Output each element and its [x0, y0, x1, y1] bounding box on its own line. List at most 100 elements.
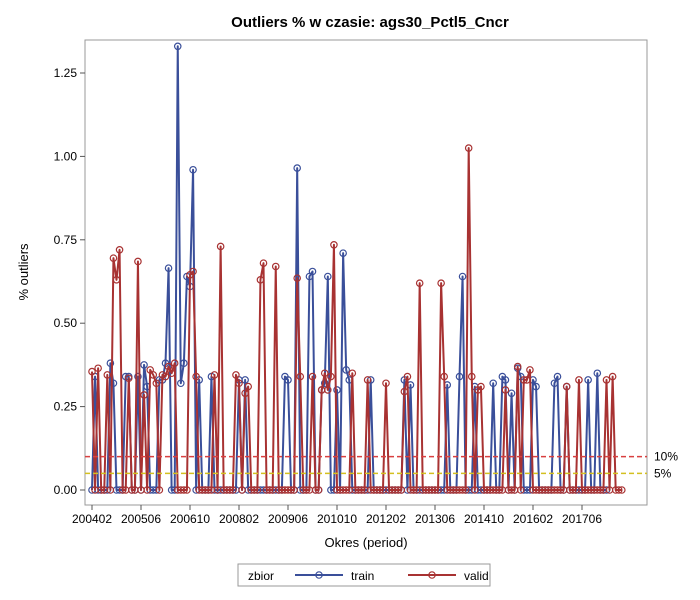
- data-point-valid: [128, 486, 136, 494]
- data-point-valid: [409, 486, 418, 494]
- x-axis: 200402 200506 200610 200802 200906 201010 2012…: [72, 505, 602, 526]
- data-point-valid: [342, 486, 350, 494]
- x-tick-label: 200906: [268, 512, 308, 526]
- data-point-valid: [88, 367, 96, 376]
- data-point-valid: [180, 486, 188, 494]
- y-axis-label: % outliers: [16, 243, 31, 301]
- data-point-valid: [241, 389, 249, 398]
- data-point-train: [164, 264, 173, 272]
- data-point-train: [293, 164, 301, 172]
- data-point-valid: [562, 382, 571, 391]
- chart-title: Outliers % w czasie: ags30_Pctl5_Cncr: [231, 14, 509, 31]
- data-point-valid: [183, 486, 191, 494]
- legend-label-train: train: [351, 569, 374, 583]
- series-valid: [88, 144, 626, 494]
- x-tick-label: 201602: [513, 512, 553, 526]
- data-point-valid: [244, 382, 252, 391]
- data-point-valid: [167, 369, 176, 378]
- data-point-train: [532, 382, 540, 391]
- legend-marker-valid: [428, 571, 436, 579]
- data-point-valid: [143, 486, 151, 494]
- x-tick-label: 201306: [415, 512, 455, 526]
- legend-marker-train: [315, 571, 323, 579]
- data-point-train: [342, 366, 350, 374]
- data-point-valid: [477, 382, 485, 391]
- x-tick-label: 200506: [121, 512, 161, 526]
- data-point-valid: [170, 359, 179, 368]
- data-point-valid: [330, 241, 338, 249]
- data-point-train: [134, 372, 142, 381]
- data-point-valid: [155, 486, 164, 494]
- data-point-train: [284, 376, 292, 384]
- data-point-valid: [216, 242, 225, 251]
- data-point-train: [109, 379, 118, 388]
- data-point-valid: [115, 246, 124, 254]
- data-point-valid: [293, 274, 301, 282]
- data-point-valid: [302, 486, 311, 494]
- data-point-train: [180, 359, 188, 368]
- reference-line-label: 10%: [654, 450, 678, 464]
- plot-area: [84, 39, 648, 506]
- x-tick-label: 201202: [366, 512, 406, 526]
- data-point-valid: [324, 386, 332, 394]
- data-point-valid: [271, 262, 280, 271]
- data-point-valid: [415, 279, 424, 287]
- data-point-train: [140, 361, 148, 369]
- data-point-valid: [516, 486, 525, 494]
- y-tick-label: 0.25: [54, 400, 78, 414]
- x-tick-label: 200610: [170, 512, 210, 526]
- data-point-valid: [431, 486, 439, 494]
- data-point-valid: [569, 486, 577, 494]
- data-point-valid: [507, 486, 516, 494]
- data-point-valid: [357, 486, 366, 494]
- data-point-valid: [602, 376, 611, 384]
- data-point-train: [501, 376, 510, 384]
- data-point-valid: [265, 486, 274, 494]
- data-point-valid: [164, 362, 173, 371]
- data-point-valid: [501, 386, 510, 394]
- data-point-train: [177, 379, 185, 388]
- data-point-valid: [134, 257, 142, 266]
- data-point-valid: [226, 486, 234, 494]
- x-tick-label: 200402: [72, 512, 112, 526]
- data-point-valid: [523, 376, 531, 384]
- data-point-valid: [109, 254, 118, 262]
- data-point-train: [324, 272, 332, 281]
- data-point-train: [550, 379, 559, 388]
- data-point-valid: [382, 379, 390, 388]
- data-point-valid: [575, 376, 583, 384]
- x-tick-label: 201010: [317, 512, 357, 526]
- data-point-valid: [471, 486, 479, 494]
- data-point-valid: [440, 372, 448, 381]
- data-point-valid: [467, 372, 476, 381]
- data-point-valid: [106, 486, 115, 494]
- data-point-train: [308, 267, 317, 276]
- data-point-valid: [513, 362, 522, 371]
- data-point-valid: [495, 486, 504, 494]
- data-point-train: [241, 376, 249, 384]
- data-point-train: [584, 376, 592, 384]
- legend-title: zbior: [248, 569, 274, 583]
- y-tick-label: 0.00: [54, 483, 78, 497]
- data-point-valid: [596, 486, 605, 494]
- data-point-train: [173, 42, 182, 51]
- data-point-valid: [259, 259, 268, 267]
- reference-line-label: 5%: [654, 466, 672, 480]
- data-point-valid: [556, 486, 565, 494]
- data-point-train: [507, 389, 516, 398]
- data-point-valid: [290, 486, 298, 494]
- data-point-valid: [614, 486, 623, 494]
- data-point-train: [593, 369, 602, 378]
- data-point-valid: [320, 369, 329, 378]
- data-point-valid: [400, 387, 409, 396]
- data-point-valid: [618, 486, 626, 494]
- x-tick-label: 200802: [219, 512, 259, 526]
- data-point-valid: [464, 144, 473, 152]
- data-point-train: [333, 386, 341, 394]
- data-point-valid: [403, 372, 412, 381]
- data-point-valid: [94, 364, 102, 373]
- data-point-valid: [296, 372, 305, 381]
- data-point-valid: [287, 486, 295, 494]
- data-point-valid: [437, 279, 445, 287]
